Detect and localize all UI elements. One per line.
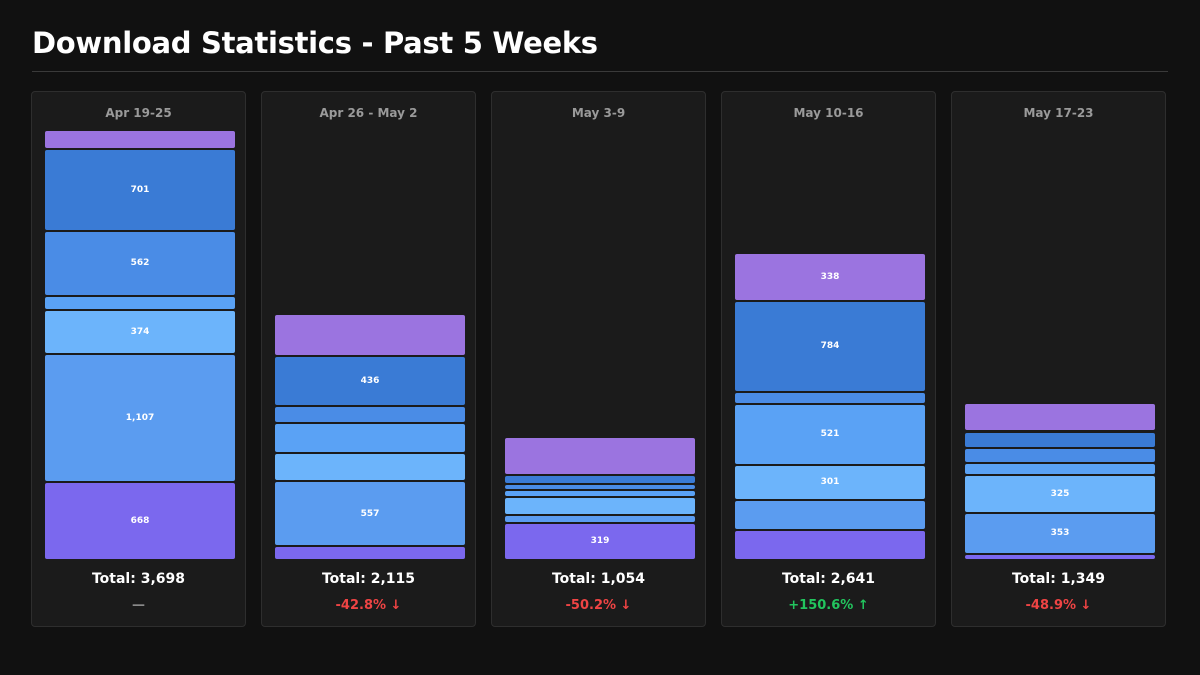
week-change: +150.6% ↑: [788, 598, 869, 613]
bar-segment[interactable]: [505, 484, 695, 490]
data-label: 521: [820, 429, 840, 440]
bar-segment[interactable]: [275, 547, 465, 559]
data-label: 301: [820, 477, 840, 488]
week-change: -50.2% ↓: [565, 598, 632, 613]
data-label: 338: [820, 271, 840, 282]
week-panel: May 10-16 301 521 784 338 Total: 2,641 +150.6%…: [721, 91, 936, 627]
bar-segment[interactable]: [505, 497, 695, 514]
bar-segment[interactable]: [505, 438, 695, 474]
week-total: Total: 3,698: [91, 571, 185, 587]
bar-segment[interactable]: 562: [45, 231, 235, 296]
week-total: Total: 2,115: [321, 571, 415, 587]
bar-segment[interactable]: [275, 453, 465, 481]
data-label: 562: [130, 258, 150, 269]
bar-segment[interactable]: 319: [505, 523, 695, 559]
data-label: 1,107: [125, 412, 155, 423]
bar-segment[interactable]: 353: [965, 513, 1155, 553]
week-label: Apr 26 - May 2: [319, 106, 418, 120]
week-panel: Apr 26 - May 2 557 436 Total: 2,115 -42.8% ↓: [261, 91, 476, 627]
week-change: —: [132, 598, 145, 613]
week-panel: May 17-23 353 325 Total: 1,349 -48.9% ↓: [951, 91, 1166, 627]
week-label: Apr 19-25: [105, 106, 172, 120]
data-label: 374: [130, 326, 150, 337]
bar-segment[interactable]: [275, 407, 465, 423]
bar-segment[interactable]: 436: [275, 356, 465, 406]
bar-segment[interactable]: 668: [45, 483, 235, 559]
data-label: 319: [590, 536, 610, 547]
title-divider: [32, 71, 1168, 72]
bar-segment[interactable]: [965, 404, 1155, 431]
bar-segment[interactable]: 521: [735, 404, 925, 464]
week-total: Total: 2,641: [781, 571, 875, 587]
data-label: 436: [360, 375, 380, 386]
bar-segment[interactable]: [965, 464, 1155, 474]
bar-segment[interactable]: [735, 500, 925, 529]
bar-segment[interactable]: [965, 554, 1155, 559]
bar-segment[interactable]: [505, 491, 695, 496]
data-label: 784: [820, 341, 840, 352]
bar-segment[interactable]: 301: [735, 465, 925, 499]
week-label: May 17-23: [1023, 106, 1094, 120]
bar-segment[interactable]: [965, 448, 1155, 463]
bar-segment[interactable]: [735, 530, 925, 559]
week-total: Total: 1,349: [1011, 571, 1105, 587]
week-label: May 3-9: [571, 106, 626, 120]
bar-segment[interactable]: [505, 515, 695, 522]
bar-segment[interactable]: 325: [965, 475, 1155, 512]
week-label: May 10-16: [793, 106, 864, 120]
bar-segment[interactable]: 1,107: [45, 354, 235, 482]
week-change: -42.8% ↓: [335, 598, 402, 613]
bar-segment[interactable]: 701: [45, 150, 235, 230]
bar-segment[interactable]: 784: [735, 301, 925, 391]
bar-segment[interactable]: [735, 392, 925, 403]
data-label: 353: [1050, 528, 1070, 539]
data-label: 701: [130, 185, 150, 196]
data-label: 668: [130, 516, 150, 527]
bar-segment[interactable]: 374: [45, 311, 235, 353]
bar-segment[interactable]: [45, 131, 235, 149]
week-panel: Apr 19-25 668 1,107 374 562 701 Total: 3,698 —: [31, 91, 246, 627]
bar-segment[interactable]: [505, 475, 695, 483]
chart-title: Download Statistics - Past 5 Weeks: [32, 26, 598, 60]
data-label: 325: [1050, 488, 1070, 499]
bar-segment[interactable]: [275, 315, 465, 355]
week-panel: May 3-9 319 Total: 1,054 -50.2% ↓: [491, 91, 706, 627]
bar-segment[interactable]: 338: [735, 253, 925, 300]
bar-segment[interactable]: [965, 432, 1155, 447]
bar-segment[interactable]: [45, 297, 235, 310]
bar-segment[interactable]: [275, 424, 465, 452]
week-total: Total: 1,054: [551, 571, 645, 587]
week-change: -48.9% ↓: [1025, 598, 1092, 613]
data-label: 557: [360, 508, 380, 519]
bar-segment[interactable]: 557: [275, 482, 465, 546]
